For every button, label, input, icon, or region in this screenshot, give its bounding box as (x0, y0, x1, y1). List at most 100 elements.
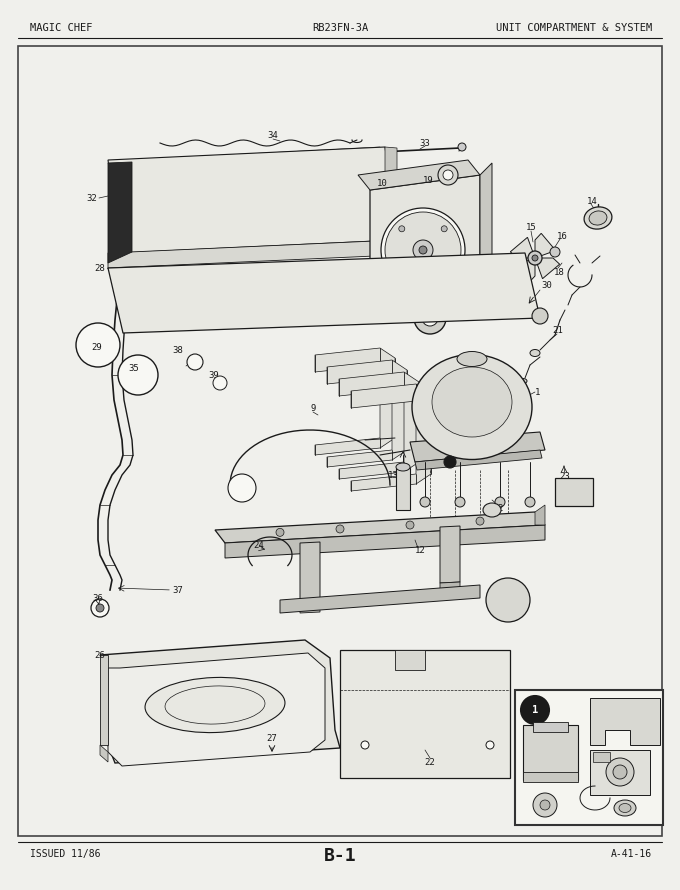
Text: 20: 20 (232, 479, 242, 488)
Ellipse shape (530, 350, 540, 357)
Circle shape (385, 212, 461, 288)
Text: 21: 21 (553, 326, 563, 335)
Polygon shape (300, 600, 320, 613)
Text: 33: 33 (420, 139, 430, 148)
Text: 13: 13 (388, 471, 398, 480)
Text: 32: 32 (86, 193, 97, 203)
Bar (523, 772, 578, 782)
Polygon shape (593, 752, 610, 762)
Circle shape (532, 255, 538, 261)
Bar (523, 725, 578, 780)
Text: 29: 29 (92, 343, 103, 352)
Circle shape (441, 268, 447, 274)
Polygon shape (410, 432, 545, 462)
Text: 1: 1 (532, 705, 538, 715)
Polygon shape (370, 175, 480, 320)
Circle shape (533, 793, 557, 817)
Circle shape (387, 204, 399, 216)
Polygon shape (327, 360, 407, 467)
Polygon shape (440, 526, 460, 583)
Circle shape (387, 174, 399, 186)
Circle shape (413, 240, 433, 260)
Polygon shape (358, 160, 480, 190)
Circle shape (444, 456, 456, 468)
Text: 14: 14 (587, 197, 597, 206)
Ellipse shape (396, 463, 410, 471)
Circle shape (420, 497, 430, 507)
Text: 8: 8 (641, 750, 645, 759)
Text: 30: 30 (542, 280, 552, 289)
Circle shape (422, 310, 438, 326)
Bar (18, 46, 662, 836)
Circle shape (528, 251, 542, 265)
Circle shape (76, 323, 120, 367)
Circle shape (496, 588, 520, 612)
Text: 27: 27 (267, 733, 277, 742)
Circle shape (118, 355, 158, 395)
Ellipse shape (483, 503, 501, 517)
Polygon shape (351, 384, 431, 491)
Circle shape (503, 595, 513, 605)
Text: 23: 23 (560, 472, 571, 481)
Text: 10: 10 (377, 179, 388, 188)
Text: 28: 28 (95, 263, 105, 272)
Text: 18: 18 (554, 268, 564, 277)
Polygon shape (300, 542, 320, 601)
Ellipse shape (584, 206, 612, 229)
Polygon shape (108, 240, 397, 268)
Polygon shape (340, 650, 510, 778)
Text: 16: 16 (557, 231, 567, 240)
Circle shape (361, 741, 369, 749)
Circle shape (613, 765, 627, 779)
Polygon shape (339, 372, 419, 479)
Circle shape (486, 741, 494, 749)
Bar (533, 722, 568, 732)
Circle shape (441, 226, 447, 231)
Ellipse shape (457, 352, 487, 367)
Text: UNIT COMPARTMENT & SYSTEM: UNIT COMPARTMENT & SYSTEM (496, 23, 652, 33)
Circle shape (540, 800, 550, 810)
Circle shape (495, 497, 505, 507)
Ellipse shape (589, 211, 607, 225)
Text: 2: 2 (497, 504, 503, 513)
Text: 7: 7 (637, 700, 643, 709)
Polygon shape (535, 258, 560, 279)
Circle shape (398, 268, 405, 274)
Ellipse shape (619, 804, 631, 813)
Polygon shape (511, 238, 535, 258)
Ellipse shape (519, 378, 527, 384)
Bar (515, 690, 663, 825)
Bar (396, 468, 410, 510)
Ellipse shape (412, 354, 532, 459)
Text: 9: 9 (310, 403, 316, 412)
Circle shape (398, 226, 405, 231)
Text: ISSUED 11/86: ISSUED 11/86 (30, 849, 101, 859)
Polygon shape (315, 348, 395, 455)
Circle shape (414, 302, 446, 334)
Text: 24: 24 (254, 540, 265, 549)
Polygon shape (100, 745, 108, 762)
Circle shape (187, 354, 203, 370)
Bar (590, 750, 650, 795)
Circle shape (406, 521, 414, 529)
Circle shape (521, 696, 549, 724)
Text: 5: 5 (547, 789, 552, 797)
Polygon shape (108, 162, 132, 263)
Circle shape (486, 578, 530, 622)
Text: 19: 19 (423, 175, 433, 184)
Polygon shape (590, 698, 660, 745)
Polygon shape (108, 653, 325, 766)
Polygon shape (215, 512, 545, 543)
Polygon shape (100, 640, 340, 763)
Text: 26: 26 (95, 651, 105, 659)
Text: 4: 4 (628, 813, 632, 822)
Text: 39: 39 (209, 370, 220, 379)
Circle shape (550, 247, 560, 257)
Polygon shape (415, 450, 542, 470)
Text: 37: 37 (173, 586, 184, 595)
Polygon shape (280, 585, 480, 613)
Text: MAGIC CHEF: MAGIC CHEF (30, 23, 92, 33)
Circle shape (476, 517, 484, 525)
Ellipse shape (432, 367, 512, 437)
Circle shape (458, 143, 466, 151)
